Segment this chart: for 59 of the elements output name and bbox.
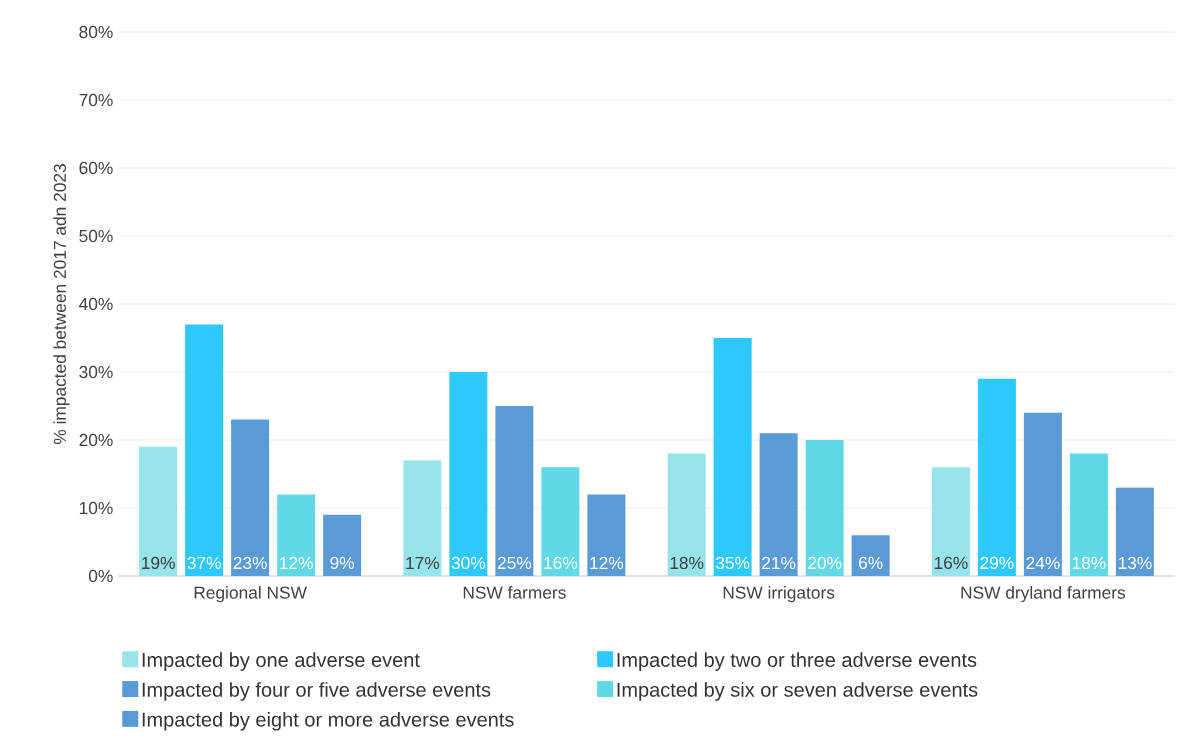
data-label: 12% [590, 556, 624, 570]
y-tick-label: 80% [79, 25, 113, 39]
data-label: 13% [1118, 556, 1152, 570]
data-label: 23% [233, 556, 267, 570]
y-tick-label: 30% [79, 365, 113, 379]
bar [277, 494, 316, 576]
bar [667, 453, 706, 576]
legend-label: Impacted by two or three adverse events [617, 652, 977, 671]
bar [541, 467, 580, 576]
bar [403, 460, 442, 576]
bar [931, 467, 970, 576]
bar [851, 535, 890, 576]
bar [1115, 487, 1154, 576]
bar [323, 514, 362, 576]
data-label: 17% [406, 556, 440, 570]
y-tick-label: 70% [79, 93, 113, 107]
data-label: 19% [142, 556, 175, 570]
data-label: 18% [670, 556, 704, 570]
data-label: 18% [1072, 556, 1106, 570]
legend-label: Impacted by four or five adverse events [142, 682, 491, 701]
bar [713, 338, 752, 576]
legend-label: Impacted by one adverse event [142, 652, 420, 671]
data-label: 6% [858, 556, 883, 570]
data-label: 35% [715, 556, 750, 570]
bar [449, 372, 488, 576]
y-axis-title: % impacted between 2017 adn 2023 [53, 164, 70, 445]
data-label: 9% [330, 556, 355, 570]
y-tick-label: 50% [79, 229, 113, 243]
bar [1069, 453, 1108, 576]
bar [139, 446, 178, 576]
data-label: 29% [980, 556, 1014, 570]
data-label: 37% [187, 556, 221, 570]
x-tick-label: Regional NSW [194, 586, 307, 603]
data-label: 12% [280, 556, 313, 570]
bar [231, 419, 270, 576]
x-tick-label: NSW farmers [463, 586, 566, 599]
bar [1023, 412, 1062, 576]
bar [185, 324, 224, 576]
bar [759, 433, 798, 576]
data-label: 25% [497, 556, 532, 570]
data-label: 16% [934, 556, 968, 570]
data-label: 21% [762, 556, 796, 570]
legend-label: Impacted by eight or more adverse events [142, 711, 514, 731]
y-tick-label: 40% [79, 297, 113, 311]
data-label: 24% [1026, 556, 1060, 570]
data-label: 20% [808, 556, 842, 570]
bar [977, 378, 1016, 576]
y-tick-label: 60% [79, 161, 113, 175]
bar [805, 440, 844, 576]
y-tick-label: 10% [79, 501, 113, 515]
legend-label: Impacted by six or seven adverse events [617, 682, 978, 701]
x-tick-label: NSW dryland farmers [961, 586, 1126, 603]
y-tick-label: 0% [88, 569, 113, 583]
bar [495, 406, 534, 576]
x-tick-label: NSW irrigators [723, 586, 835, 603]
bar [587, 494, 626, 576]
data-label: 30% [451, 556, 486, 570]
data-label: 16% [544, 556, 578, 570]
y-tick-label: 20% [79, 433, 113, 447]
